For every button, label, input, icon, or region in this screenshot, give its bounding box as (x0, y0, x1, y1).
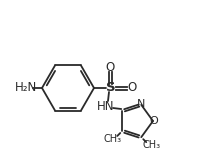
Text: CH₃: CH₃ (103, 134, 121, 144)
Text: CH₃: CH₃ (141, 140, 160, 150)
Text: H₂N: H₂N (15, 81, 37, 95)
Text: O: O (105, 61, 114, 75)
Text: S: S (106, 81, 115, 95)
Text: O: O (149, 116, 158, 126)
Text: HN: HN (97, 100, 114, 112)
Text: O: O (127, 81, 136, 95)
Text: N: N (136, 99, 145, 109)
